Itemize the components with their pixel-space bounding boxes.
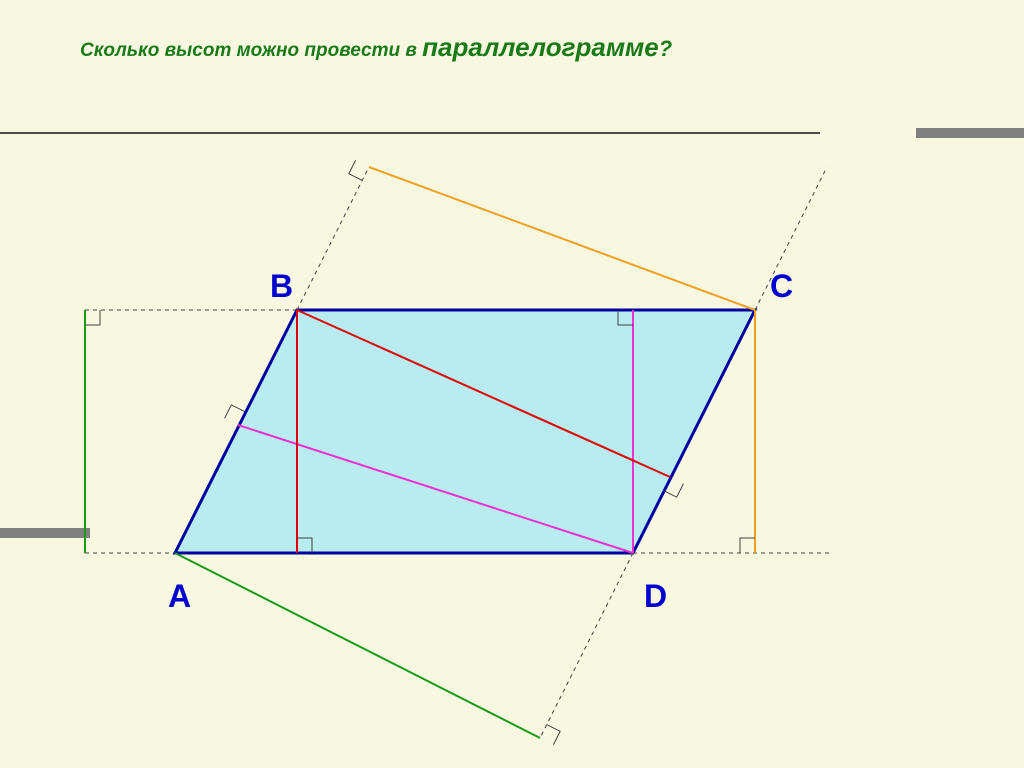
vertex-label-b: B xyxy=(270,268,293,305)
vertex-label-c: C xyxy=(770,268,793,305)
geometry-diagram xyxy=(0,0,1024,768)
vertex-label-d: D xyxy=(644,578,667,615)
vertex-label-a: A xyxy=(168,578,191,615)
